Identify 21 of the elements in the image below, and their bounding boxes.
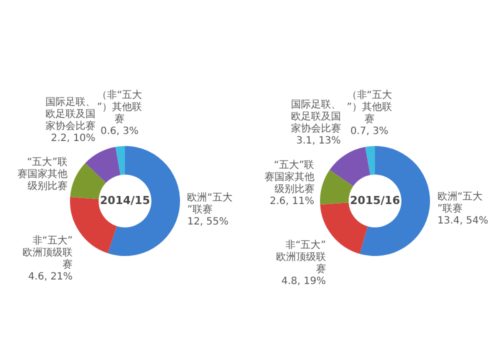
text: 2014/15 — [100, 194, 150, 207]
data-label: 2.2, 10% — [50, 133, 96, 144]
data-label: 4.6, 21% — [28, 272, 73, 283]
slice-label: （非“五大”）其他联赛 — [96, 88, 142, 125]
slice-label: 欧洲“五大”联赛 — [187, 192, 232, 216]
data-label: 13.4, 54% — [437, 215, 488, 226]
slice-label: 国际足联、欧足联及国家协会比赛 — [290, 98, 341, 135]
data-label: 0.6, 3% — [100, 126, 139, 137]
slice-label: “五大”联赛国家其他级别比赛 — [264, 158, 314, 195]
slice-label: 非“五大”欧洲顶级联赛 — [276, 239, 326, 276]
data-label: 3.1, 13% — [296, 136, 341, 147]
data-label: 4.8, 19% — [281, 276, 326, 288]
slice-label: 欧洲“五大”联赛 — [437, 190, 483, 214]
slice-label: （非“五大”）其他联赛 — [346, 88, 392, 125]
data-label: 2.6, 11% — [270, 196, 314, 207]
data-label: 0.7, 3% — [350, 126, 388, 137]
slice-label: “五大”联赛国家其他级别比赛 — [17, 156, 68, 192]
text: 2015/16 — [350, 194, 400, 207]
slice-label: 国际足联、欧足联及国家协会比赛 — [45, 96, 96, 132]
data-label: 12, 55% — [187, 216, 229, 228]
slice-label: 非“五大”欧洲顶级联赛 — [22, 234, 73, 271]
